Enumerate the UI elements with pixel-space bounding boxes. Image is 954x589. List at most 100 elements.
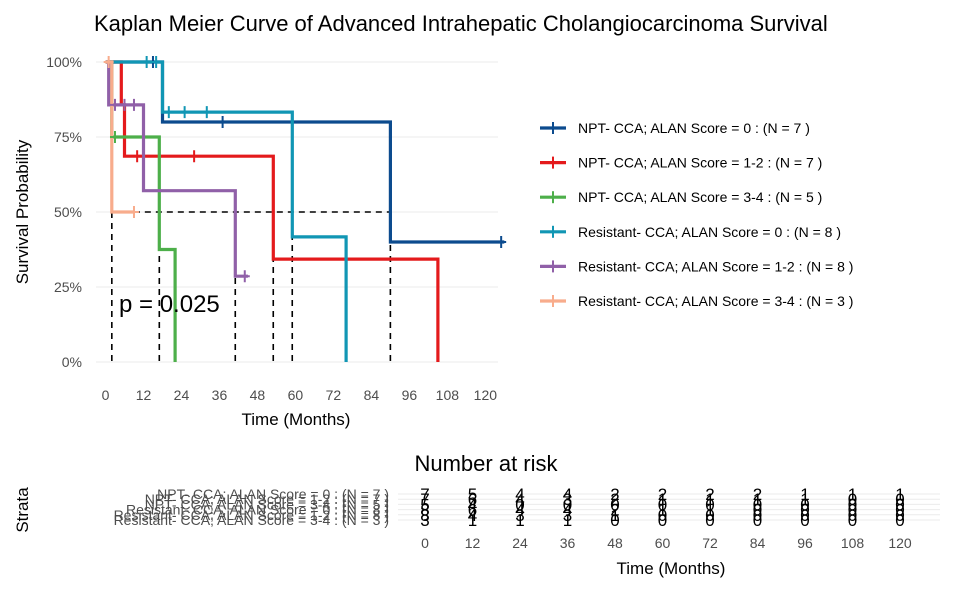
x-tick-label: 36 [212,387,228,403]
legend-item: Resistant- CCA; ALAN Score = 1-2 : (N = … [540,258,853,274]
censor-mark [109,98,120,111]
censor-mark [179,106,190,119]
legend-item: NPT- CCA; ALAN Score = 3-4 : (N = 5 ) [540,189,822,205]
risk-value: 1 [658,490,667,509]
risk-value: 0 [800,495,809,514]
y-tick-label: 0% [62,354,82,370]
legend-label: Resistant- CCA; ALAN Score = 1-2 : (N = … [578,258,853,274]
risk-value: 0 [705,495,714,514]
risk-value: 1 [848,485,857,504]
survival-curve [105,60,248,278]
risk-value: 0 [658,495,667,514]
risk-value: 0 [848,495,857,514]
legend-item: Resistant- CCA; ALAN Score = 0 : (N = 8 … [540,224,841,240]
y-tick-label: 50% [54,204,82,220]
risk-value: 1 [563,511,572,530]
censor-mark [103,56,114,68]
risk-value: 0 [800,506,809,525]
risk-value: 0 [658,511,667,530]
risk-strata-label: Resistant- CCA; ALAN Score = 3-4 : (N = … [114,512,389,528]
risk-x-tick-label: 84 [750,535,766,551]
risk-value: 0 [895,501,904,520]
risk-value: 6 [468,501,477,520]
x-tick-label: 0 [102,387,110,403]
legend-label: Resistant- CCA; ALAN Score = 0 : (N = 8 … [578,224,841,240]
risk-value: 1 [468,511,477,530]
x-tick-label: 96 [402,387,418,403]
risk-strata-label: Resistant- CCA; ALAN Score = 1-2 : (N = … [114,507,389,523]
risk-value: 0 [848,501,857,520]
censor-mark [109,131,120,143]
risk-value: 2 [610,485,619,504]
risk-table-values: 7 5 4 4 2 2 2 2 1 1 17 6 4 3 2 1 1 1 1 0 05 4 0 0 0 0 0 0 0 0 08 6 4 4 2 1 1… [420,485,904,530]
risk-value: 0 [515,495,524,514]
censor-mark [201,106,212,119]
risk-y-axis-title: Strata [13,487,32,533]
legend-item: NPT- CCA; ALAN Score = 1-2 : (N = 7 ) [540,155,822,171]
risk-x-tick-label: 24 [512,535,528,551]
risk-value: 2 [610,501,619,520]
censor-mark [496,236,507,248]
x-tick-label: 84 [364,387,380,403]
legend: NPT- CCA; ALAN Score = 0 : (N = 7 ) NPT- … [540,120,853,309]
risk-value: 4 [515,490,524,509]
censor-mark [128,98,139,111]
risk-value: 0 [848,511,857,530]
risk-x-tick-label: 72 [702,535,718,551]
risk-x-tick-label: 120 [888,535,912,551]
risk-value: 1 [800,490,809,509]
risk-x-tick-label: 36 [560,535,576,551]
risk-value: 4 [515,485,524,504]
risk-strata-label: Resistant- CCA; ALAN Score = 0 : (N = 8 … [126,502,389,518]
risk-value: 6 [468,490,477,509]
chart-title: Kaplan Meier Curve of Advanced Intrahepa… [94,11,828,36]
risk-value: 4 [468,506,477,525]
risk-value: 4 [563,501,572,520]
risk-value: 4 [515,501,524,520]
risk-value: 0 [895,506,904,525]
survival-curve [105,60,348,362]
risk-value: 1 [705,490,714,509]
risk-value: 3 [563,506,572,525]
risk-value: 7 [420,485,429,504]
risk-value: 4 [468,495,477,514]
risk-value: 4 [563,485,572,504]
risk-value: 0 [753,495,762,514]
risk-value: 1 [658,501,667,520]
risk-value: 0 [895,495,904,514]
legend-label: NPT- CCA; ALAN Score = 1-2 : (N = 7 ) [578,155,822,171]
y-tick-labels: 0% 25% 50% 75% 100% [46,54,82,370]
p-value-annotation: p = 0.025 [119,291,220,318]
risk-value: 1 [610,506,619,525]
risk-value: 7 [420,490,429,509]
risk-value: 1 [800,485,809,504]
risk-value: 1 [753,490,762,509]
risk-x-tick-label: 12 [465,535,481,551]
risk-x-tick-label: 60 [655,535,671,551]
risk-table-x-ticks: 0 12 24 36 48 60 72 84 96 108 120 [421,535,912,551]
risk-value: 0 [895,511,904,530]
legend-item: NPT- CCA; ALAN Score = 0 : (N = 7 ) [540,120,810,136]
risk-x-tick-label: 0 [421,535,429,551]
risk-value: 0 [658,506,667,525]
x-tick-label: 60 [288,387,304,403]
risk-table-grid [398,493,940,521]
risk-value: 1 [705,501,714,520]
censor-mark [151,56,162,68]
risk-value: 0 [610,495,619,514]
censor-mark [128,206,139,218]
risk-value: 3 [515,506,524,525]
x-tick-label: 24 [174,387,190,403]
risk-value: 3 [563,490,572,509]
x-tick-label: 108 [436,387,460,403]
risk-value: 0 [705,511,714,530]
risk-table-strata-labels: NPT- CCA; ALAN Score = 0 : (N = 7 )NPT- … [114,486,389,528]
risk-value: 1 [895,485,904,504]
risk-value: 2 [705,485,714,504]
x-axis-title: Time (Months) [242,410,351,429]
risk-value: 8 [420,501,429,520]
y-tick-label: 100% [46,54,82,70]
legend-label: Resistant- CCA; ALAN Score = 3-4 : (N = … [578,293,853,309]
risk-value: 5 [420,495,429,514]
